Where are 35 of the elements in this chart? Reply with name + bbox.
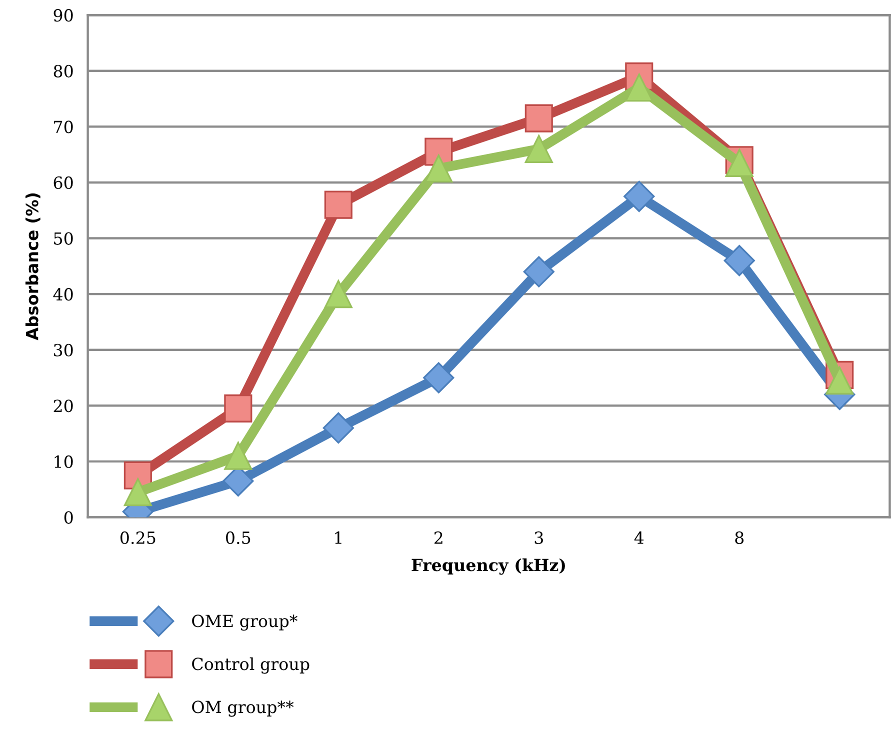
x-tick-label: 0.5 xyxy=(226,531,250,544)
x-tick-label: 8 xyxy=(735,531,744,544)
point xyxy=(523,256,554,288)
point xyxy=(624,180,655,212)
y-tick-label: 20 xyxy=(54,400,73,412)
point xyxy=(324,280,352,308)
y-tick-label: 80 xyxy=(54,64,73,78)
x-tick-label: 0.25 xyxy=(120,531,156,544)
point xyxy=(524,134,553,164)
x-tick-label: 2 xyxy=(434,531,442,544)
y-tick-label: 60 xyxy=(54,176,73,190)
x-axis-title: Frequency (kHz) xyxy=(412,558,565,575)
point xyxy=(423,362,454,394)
x-tick-label: 1 xyxy=(335,531,342,544)
point xyxy=(224,442,252,470)
x-tick-label: 3 xyxy=(534,531,543,544)
y-axis-title: Absorbance (%) xyxy=(25,193,40,340)
legend-label: OME group* xyxy=(192,614,298,631)
y-tick-label: 40 xyxy=(53,288,73,301)
y-tick-label: 0 xyxy=(64,511,73,524)
point xyxy=(224,394,252,422)
point xyxy=(124,478,152,506)
x-tick-label: 4 xyxy=(634,531,644,544)
point xyxy=(322,412,354,444)
point xyxy=(826,366,854,395)
legend-label: OM group** xyxy=(192,700,294,717)
y-tick-label: 10 xyxy=(54,455,73,468)
y-tick-label: 70 xyxy=(54,120,73,134)
point xyxy=(524,104,553,132)
point xyxy=(324,190,352,219)
y-tick-label: 90 xyxy=(54,9,73,22)
point xyxy=(724,245,755,276)
legend-label: Control group xyxy=(192,657,310,674)
y-tick-label: 50 xyxy=(54,232,73,245)
y-tick-label: 30 xyxy=(54,344,73,356)
